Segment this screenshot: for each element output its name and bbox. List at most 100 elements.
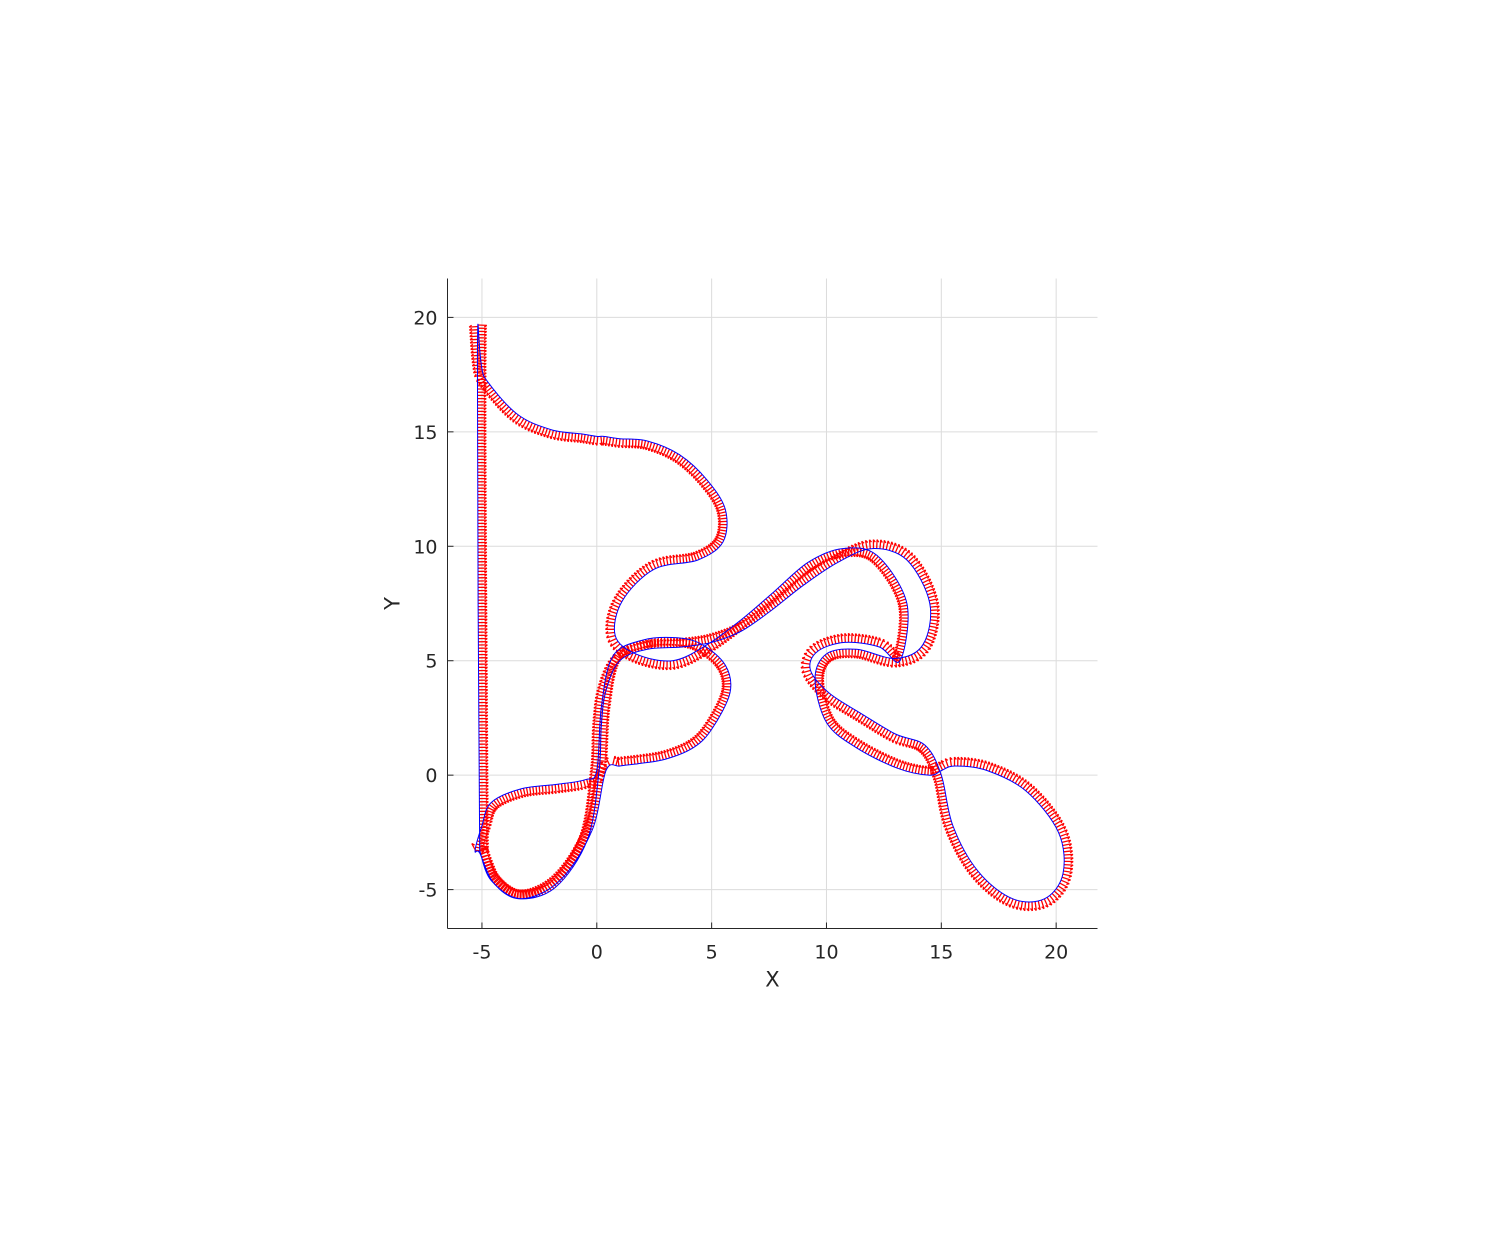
quiver-arrow [705, 545, 712, 555]
quiver-arrow-head [920, 751, 923, 755]
quiver-arrow-head [590, 754, 595, 757]
quiver-arrow-head [717, 519, 721, 523]
quiver-arrow-head [587, 785, 592, 789]
quiver-arrow [888, 541, 893, 551]
quiver-arrow-head [720, 689, 725, 692]
quiver-arrow [586, 434, 589, 444]
quiver-arrow-head [974, 758, 978, 762]
quiver-arrow-head [697, 635, 701, 639]
quiver-arrow-head [898, 615, 902, 619]
quiver-arrow-head [1070, 857, 1074, 861]
quiver-arrow-head [604, 747, 609, 751]
quiver-arrow [917, 569, 926, 576]
quiver-arrow [510, 791, 515, 801]
quiver-arrow-head [897, 627, 902, 631]
quiver-arrow-head [484, 615, 488, 619]
quiver-arrow [1062, 843, 1072, 847]
quiver-arrow-head [1011, 905, 1015, 909]
quiver-arrow [658, 557, 663, 567]
quiver-arrow-head [981, 759, 984, 763]
quiver-arrow [1014, 775, 1021, 784]
quiver-arrow-head [485, 733, 489, 737]
quiver-arrow-head [604, 750, 609, 754]
quiver-arrow-head [855, 633, 858, 637]
quiver-arrow-head [761, 610, 765, 613]
quiver-arrow-head [843, 554, 847, 558]
quiver-arrow-head [692, 551, 697, 555]
quiver-arrow [871, 556, 879, 564]
quiver-arrow-head [898, 618, 902, 622]
quiver-arrow [672, 453, 679, 462]
quiver-arrow-head [592, 788, 596, 792]
quiver-arrow-head [469, 334, 473, 338]
quiver-arrow-head [933, 591, 937, 595]
quiver-arrow [686, 464, 694, 473]
quiver-arrow-head [608, 609, 612, 612]
quiver-arrow-head [773, 600, 777, 603]
quiver-arrow [685, 741, 691, 750]
quiver-arrow [646, 640, 650, 650]
quiver-arrow-head [720, 642, 725, 646]
quiver-arrow-head [823, 637, 827, 641]
quiver-arrow [1060, 836, 1070, 840]
quiver-arrow-head [891, 541, 894, 545]
quiver-arrow-head [812, 642, 817, 646]
quiver-arrow [929, 625, 939, 629]
quiver-arrow-head [485, 772, 489, 776]
quiver-arrow-head [605, 744, 609, 748]
quiver-arrow [899, 736, 904, 746]
quiver-arrow [576, 781, 580, 791]
quiver-arrow-head [894, 593, 898, 597]
quiver-arrow-head [931, 584, 934, 589]
quiver-arrow [823, 713, 833, 719]
quiver-arrow-head [763, 608, 768, 611]
quiver-arrow [875, 560, 884, 568]
quiver-arrow-head [741, 627, 745, 630]
quiver-arrow [832, 724, 841, 732]
quiver-arrow [884, 754, 890, 764]
quiver-arrow [836, 701, 843, 710]
quiver-arrow [990, 888, 998, 897]
quiver-arrow-head [555, 871, 559, 874]
quiver-arrow-head [483, 420, 487, 424]
x-tick-label: 5 [706, 942, 718, 964]
quiver-arrow [682, 553, 685, 564]
quiver-arrow-head [607, 639, 611, 643]
quiver-arrow-head [868, 634, 872, 639]
quiver-arrow-head [484, 599, 488, 603]
quiver-arrow-head [826, 636, 830, 640]
quiver-arrow-head [811, 567, 815, 570]
quiver-arrow [604, 683, 614, 687]
quiver-arrow-head [913, 763, 916, 767]
quiver-arrow-head [484, 682, 488, 686]
quiver-arrow-head [801, 574, 806, 577]
quiver-arrow [496, 798, 502, 807]
quiver-arrow-head [1069, 850, 1074, 854]
quiver-arrow [824, 694, 832, 703]
quiver-arrow-head [630, 755, 634, 759]
quiver-arrow [894, 649, 904, 654]
quiver-arrow-head [846, 655, 850, 659]
quiver-arrow-head [606, 634, 609, 639]
quiver-arrow-head [696, 733, 700, 735]
quiver-arrow-head [876, 539, 880, 543]
quiver-arrow [1005, 897, 1011, 907]
quiver-arrow-head [968, 871, 971, 875]
quiver-arrow-head [716, 530, 721, 533]
quiver-arrow-head [691, 646, 694, 651]
quiver-arrow-head [576, 839, 581, 842]
quiver-arrow-head [486, 392, 489, 396]
quiver-arrow-head [896, 639, 900, 643]
quiver-arrow-head [490, 860, 493, 864]
quiver-arrow [815, 640, 822, 650]
quiver-arrow-head [847, 632, 851, 637]
quiver-arrow [717, 664, 726, 671]
quiver-arrow-head [591, 738, 595, 742]
quiver-arrow-head [591, 741, 595, 745]
quiver-arrow [1025, 783, 1032, 792]
quiver-arrow-head [865, 539, 869, 543]
quiver-arrow-head [483, 551, 488, 555]
quiver-arrow-head [586, 798, 590, 801]
quiver-arrow-head [1054, 811, 1058, 815]
quiver-arrow [654, 752, 658, 762]
